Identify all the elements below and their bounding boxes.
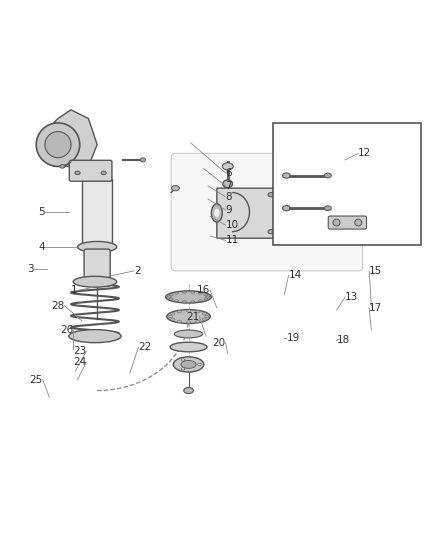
Ellipse shape <box>177 320 182 323</box>
Polygon shape <box>82 180 113 245</box>
Ellipse shape <box>338 212 344 216</box>
Ellipse shape <box>181 360 196 368</box>
Ellipse shape <box>45 132 71 158</box>
Text: 11: 11 <box>226 236 239 245</box>
Ellipse shape <box>198 292 202 294</box>
Ellipse shape <box>186 321 191 324</box>
Ellipse shape <box>204 294 208 296</box>
Text: 1: 1 <box>71 286 78 295</box>
Text: 6: 6 <box>226 168 232 178</box>
Ellipse shape <box>268 192 275 197</box>
Ellipse shape <box>202 318 207 321</box>
Ellipse shape <box>181 368 185 370</box>
Ellipse shape <box>101 171 106 175</box>
Text: 23: 23 <box>73 346 86 357</box>
Ellipse shape <box>170 342 207 352</box>
Ellipse shape <box>182 291 186 293</box>
Ellipse shape <box>167 296 171 298</box>
Ellipse shape <box>268 230 275 234</box>
Text: 13: 13 <box>345 292 358 302</box>
FancyBboxPatch shape <box>328 216 367 229</box>
Ellipse shape <box>214 208 219 217</box>
FancyBboxPatch shape <box>171 154 363 271</box>
Text: 24: 24 <box>73 357 86 367</box>
Ellipse shape <box>355 219 362 226</box>
Ellipse shape <box>175 292 179 294</box>
Ellipse shape <box>391 201 399 206</box>
Text: 17: 17 <box>369 303 382 313</box>
Ellipse shape <box>324 173 331 178</box>
Ellipse shape <box>36 123 80 166</box>
Text: 15: 15 <box>369 266 382 276</box>
Ellipse shape <box>283 173 290 178</box>
Ellipse shape <box>170 318 175 321</box>
Text: 8: 8 <box>226 192 232 202</box>
Ellipse shape <box>172 185 180 191</box>
Ellipse shape <box>283 206 290 211</box>
Text: 7: 7 <box>226 181 232 191</box>
Ellipse shape <box>198 364 201 366</box>
Ellipse shape <box>166 291 212 303</box>
Ellipse shape <box>168 315 173 318</box>
Ellipse shape <box>181 359 185 361</box>
Text: 19: 19 <box>286 333 300 343</box>
Polygon shape <box>45 110 97 166</box>
Text: 22: 22 <box>138 342 152 352</box>
FancyBboxPatch shape <box>69 160 112 181</box>
Text: 20: 20 <box>212 338 226 348</box>
Ellipse shape <box>324 206 331 211</box>
Ellipse shape <box>338 192 344 197</box>
Ellipse shape <box>60 165 65 168</box>
Text: 5: 5 <box>38 207 45 217</box>
Text: 28: 28 <box>51 301 64 311</box>
Ellipse shape <box>170 312 175 315</box>
Ellipse shape <box>333 219 340 226</box>
Ellipse shape <box>75 171 80 175</box>
Ellipse shape <box>170 294 173 296</box>
Ellipse shape <box>174 330 203 338</box>
Ellipse shape <box>175 300 179 302</box>
FancyBboxPatch shape <box>84 249 110 286</box>
Ellipse shape <box>191 301 195 303</box>
Text: 25: 25 <box>29 375 43 385</box>
Ellipse shape <box>202 312 207 315</box>
Ellipse shape <box>170 298 173 300</box>
Text: 16: 16 <box>197 286 210 295</box>
Ellipse shape <box>205 315 209 318</box>
Text: 2: 2 <box>134 266 141 276</box>
Text: 3: 3 <box>28 264 34 273</box>
Ellipse shape <box>195 320 200 323</box>
Text: 21: 21 <box>186 312 199 321</box>
Ellipse shape <box>140 158 145 162</box>
Text: 10: 10 <box>226 220 239 230</box>
Ellipse shape <box>177 310 182 313</box>
Ellipse shape <box>206 296 210 298</box>
Ellipse shape <box>182 301 186 303</box>
Ellipse shape <box>222 163 233 170</box>
Ellipse shape <box>186 310 191 312</box>
Text: 18: 18 <box>336 335 350 345</box>
Ellipse shape <box>69 329 121 343</box>
Ellipse shape <box>173 357 204 372</box>
Ellipse shape <box>184 387 193 393</box>
Ellipse shape <box>195 310 200 313</box>
Bar <box>273 123 421 245</box>
Text: 4: 4 <box>38 242 45 252</box>
Ellipse shape <box>223 180 233 188</box>
Text: 9: 9 <box>226 205 232 215</box>
Ellipse shape <box>78 241 117 252</box>
Ellipse shape <box>212 204 222 222</box>
Ellipse shape <box>167 310 210 324</box>
Ellipse shape <box>381 225 388 230</box>
Text: 26: 26 <box>60 325 73 335</box>
Text: 12: 12 <box>358 148 371 158</box>
Ellipse shape <box>191 291 195 293</box>
Text: 14: 14 <box>289 270 302 280</box>
Ellipse shape <box>198 300 202 302</box>
Ellipse shape <box>73 276 117 287</box>
Ellipse shape <box>204 298 208 300</box>
Polygon shape <box>217 188 371 238</box>
